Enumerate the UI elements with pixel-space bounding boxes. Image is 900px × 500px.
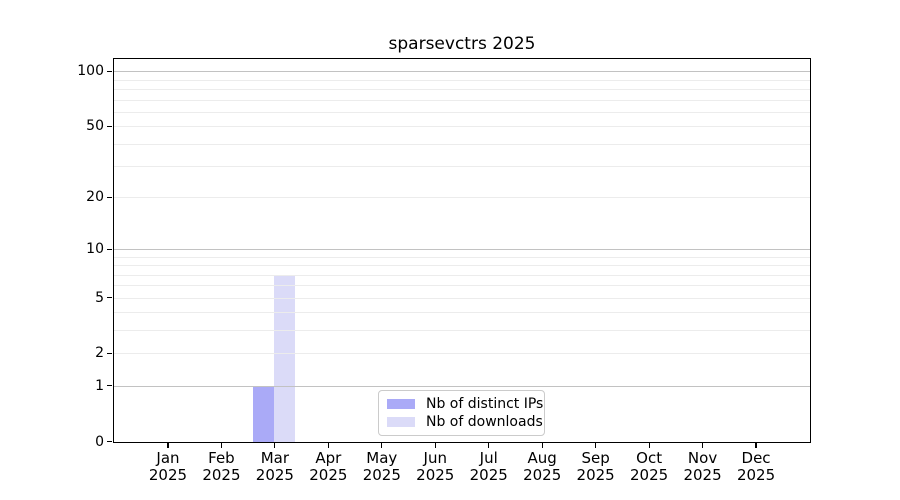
x-tick-label-line: 2025 <box>576 466 615 484</box>
x-tick-label: May 2025 <box>350 450 414 484</box>
x-tickmark <box>327 443 329 448</box>
x-tick-label: Dec 2025 <box>724 450 788 484</box>
gridline-major <box>114 249 810 251</box>
gridline-major <box>114 71 810 73</box>
x-tick-label-line: 2025 <box>683 466 722 484</box>
x-tick-label-line: May <box>366 449 398 467</box>
x-tick-label-line: 2025 <box>362 466 401 484</box>
x-tick-label: Mar 2025 <box>243 450 307 484</box>
x-tickmark <box>488 443 490 448</box>
legend-swatch-distinct-ips <box>387 399 415 409</box>
y-tick-label: 10 <box>86 241 104 258</box>
gridline-major <box>114 385 810 387</box>
x-tick-label-line: Feb <box>208 449 235 467</box>
x-tickmark <box>167 443 169 448</box>
gridline-minor <box>114 89 810 90</box>
bar-nb-of-downloads <box>274 275 296 442</box>
chart-title: sparsevctrs 2025 <box>388 34 536 54</box>
y-tickmark <box>107 248 112 250</box>
x-tickmark <box>701 443 704 448</box>
x-tickmark <box>220 443 222 448</box>
legend-swatch-downloads <box>387 417 415 427</box>
gridline-minor <box>114 143 810 145</box>
y-tick-label: 50 <box>86 118 104 135</box>
x-tick-label-line: 2025 <box>469 466 508 484</box>
gridline-minor <box>114 330 810 332</box>
x-tickmark <box>648 443 650 448</box>
x-tickmark <box>434 443 436 448</box>
x-tick-label-line: Apr <box>315 449 342 467</box>
x-tickmark <box>274 443 276 448</box>
y-tickmark <box>107 70 112 72</box>
x-tickmark <box>541 443 543 448</box>
bar-nb-of-distinct-ips <box>253 386 275 442</box>
x-tick-label: Sep 2025 <box>564 450 628 484</box>
y-tick-label: 2 <box>95 345 104 362</box>
gridline-minor <box>114 111 810 113</box>
x-tickmark <box>595 443 597 448</box>
x-tick-label-line: 2025 <box>416 466 455 484</box>
gridline-minor <box>114 79 810 81</box>
x-tick-label-line: Mar <box>260 449 290 467</box>
y-tick-label: 1 <box>95 377 104 394</box>
gridline-minor <box>114 312 810 314</box>
x-tick-label-line: Oct <box>636 449 663 467</box>
gridline-minor <box>114 274 810 276</box>
legend: Nb of distinct IPs Nb of downloads <box>378 390 545 436</box>
gridline-minor <box>114 265 810 267</box>
x-tick-label: Aug 2025 <box>510 450 574 484</box>
gridline-minor <box>114 166 810 168</box>
y-tick-label: 5 <box>95 289 104 306</box>
y-tickmark <box>107 125 112 127</box>
legend-label-downloads: Nb of downloads <box>426 414 543 430</box>
plot-area <box>113 58 811 443</box>
gridline-minor <box>114 197 810 199</box>
x-tick-label-line: Jan <box>156 449 180 467</box>
x-tick-label: Jul 2025 <box>457 450 521 484</box>
x-tick-label-line: 2025 <box>736 466 776 484</box>
x-tick-label: Oct 2025 <box>617 450 681 484</box>
x-tick-label-line: Sep <box>581 449 610 467</box>
y-tickmark <box>107 196 112 198</box>
x-tick-label: Feb 2025 <box>189 450 253 484</box>
y-tickmark <box>107 440 112 443</box>
x-tickmark <box>755 443 757 448</box>
y-tick-label: 100 <box>77 63 104 80</box>
gridline-minor <box>114 99 810 101</box>
y-tickmark <box>107 297 112 299</box>
x-tick-label: Nov 2025 <box>671 450 735 484</box>
x-tick-label-line: Aug <box>527 449 557 467</box>
y-tickmark <box>107 385 112 387</box>
gridline-minor <box>114 126 810 128</box>
gridline-minor <box>114 256 810 258</box>
legend-label-distinct-ips: Nb of distinct IPs <box>426 396 544 412</box>
y-tick-label: 20 <box>86 189 104 206</box>
x-tick-label-line: 2025 <box>309 466 348 484</box>
gridline-minor <box>114 297 810 299</box>
y-tickmark <box>107 352 112 354</box>
x-tick-label-line: Jun <box>423 449 447 467</box>
legend-row-downloads: Nb of downloads <box>379 414 544 430</box>
x-tick-label-line: 2025 <box>202 466 241 484</box>
x-tick-label-line: 2025 <box>255 466 294 484</box>
x-tick-label-line: Jul <box>479 449 498 467</box>
gridline-minor <box>114 285 810 287</box>
x-tick-label-line: 2025 <box>523 466 562 484</box>
y-tick-label: 0 <box>95 433 104 450</box>
x-tick-label: Jun 2025 <box>403 450 467 484</box>
x-tick-label-line: Dec <box>741 449 771 467</box>
legend-row-distinct-ips: Nb of distinct IPs <box>379 396 544 412</box>
x-tick-label: Jan 2025 <box>136 450 200 484</box>
gridline-minor <box>114 353 810 355</box>
x-tick-label-line: Nov <box>687 449 718 467</box>
x-tick-label-line: 2025 <box>148 466 188 484</box>
x-tickmark <box>381 443 383 448</box>
x-tick-label: Apr 2025 <box>296 450 360 484</box>
x-tick-label-line: 2025 <box>630 466 669 484</box>
